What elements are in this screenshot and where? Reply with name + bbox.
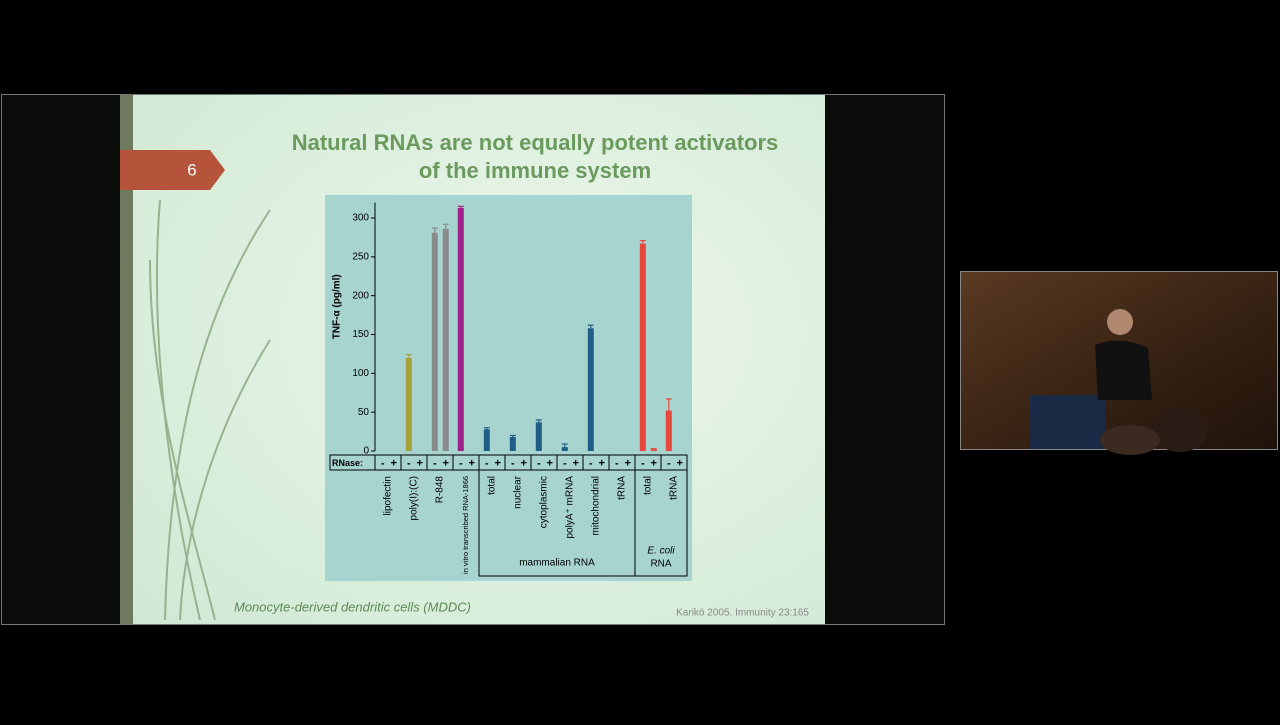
slide-title: Natural RNAs are not equally potent acti… bbox=[292, 130, 779, 155]
x-tick-label: nuclear bbox=[513, 475, 524, 508]
x-tick-label: poly(I):(C) bbox=[409, 476, 420, 520]
slide-number-badge bbox=[120, 150, 225, 190]
rnase-sign: + bbox=[573, 457, 579, 469]
citation: Karikó 2005. Immunity 23:165 bbox=[676, 608, 809, 619]
rnase-sign: + bbox=[443, 457, 449, 469]
bar bbox=[510, 437, 516, 451]
rnase-sign: - bbox=[563, 457, 567, 469]
rnase-sign: - bbox=[641, 457, 645, 469]
y-tick-label: 200 bbox=[352, 290, 369, 301]
slide-title: of the immune system bbox=[419, 158, 651, 183]
bar bbox=[562, 447, 568, 451]
x-tick-label: tRNA bbox=[669, 476, 680, 500]
bar bbox=[406, 358, 412, 451]
group-label: E. coli bbox=[647, 546, 675, 557]
slide-number: 6 bbox=[187, 160, 196, 179]
rnase-sign: - bbox=[381, 457, 385, 469]
x-tick-label: polyA⁺ mRNA bbox=[565, 476, 576, 539]
audience bbox=[1100, 425, 1160, 455]
x-tick-label: tRNA bbox=[617, 476, 628, 500]
speaker-body bbox=[1095, 341, 1152, 400]
rnase-sign: - bbox=[407, 457, 411, 469]
speaker-head bbox=[1107, 309, 1133, 335]
y-tick-label: 300 bbox=[352, 213, 369, 224]
rnase-sign: + bbox=[469, 457, 475, 469]
slide-footer: Monocyte-derived dendritic cells (MDDC) bbox=[234, 599, 471, 614]
y-tick-label: 150 bbox=[352, 329, 369, 340]
bar bbox=[458, 208, 464, 451]
rnase-sign: - bbox=[433, 457, 437, 469]
y-tick-label: 50 bbox=[358, 407, 370, 418]
rnase-sign: - bbox=[667, 457, 671, 469]
audience bbox=[1152, 408, 1208, 452]
y-tick-label: 100 bbox=[352, 368, 369, 379]
rnase-sign: + bbox=[495, 457, 501, 469]
rnase-sign: - bbox=[589, 457, 593, 469]
rnase-sign: - bbox=[537, 457, 541, 469]
rnase-sign: + bbox=[391, 457, 397, 469]
x-tick-label: in vitro transcribed RNA-1866 bbox=[461, 476, 470, 574]
x-tick-label: lipofectin bbox=[383, 476, 394, 515]
group-label: mammalian RNA bbox=[519, 558, 595, 569]
x-tick-label: R-848 bbox=[435, 476, 446, 504]
bar bbox=[651, 449, 657, 451]
bar bbox=[484, 429, 490, 451]
rnase-sign: + bbox=[521, 457, 527, 469]
group-sublabel: RNA bbox=[650, 559, 671, 570]
x-tick-label: total bbox=[643, 476, 654, 495]
y-axis-label: TNF-α (pg/ml) bbox=[332, 274, 343, 339]
rnase-sign: + bbox=[625, 457, 631, 469]
rnase-sign: - bbox=[511, 457, 515, 469]
x-tick-label: total bbox=[487, 476, 498, 495]
rnase-sign: - bbox=[615, 457, 619, 469]
bar bbox=[432, 233, 438, 451]
rnase-sign: + bbox=[599, 457, 605, 469]
rnase-sign: - bbox=[485, 457, 489, 469]
bar bbox=[536, 422, 542, 451]
rnase-sign: - bbox=[459, 457, 463, 469]
rnase-sign: + bbox=[651, 457, 657, 469]
webcam bbox=[961, 272, 1278, 456]
rnase-sign: + bbox=[547, 457, 553, 469]
bar bbox=[588, 328, 594, 451]
rnase-sign: + bbox=[677, 457, 683, 469]
bar bbox=[443, 229, 449, 451]
x-tick-label: cytoplasmic bbox=[539, 476, 550, 528]
rnase-sign: + bbox=[417, 457, 423, 469]
y-tick-label: 250 bbox=[352, 252, 369, 263]
podium bbox=[1030, 395, 1105, 449]
chart-panel bbox=[325, 195, 692, 581]
bar bbox=[640, 244, 646, 451]
bar bbox=[666, 411, 672, 451]
rnase-label: RNase: bbox=[332, 458, 363, 468]
x-tick-label: mitochondrial bbox=[591, 476, 602, 535]
